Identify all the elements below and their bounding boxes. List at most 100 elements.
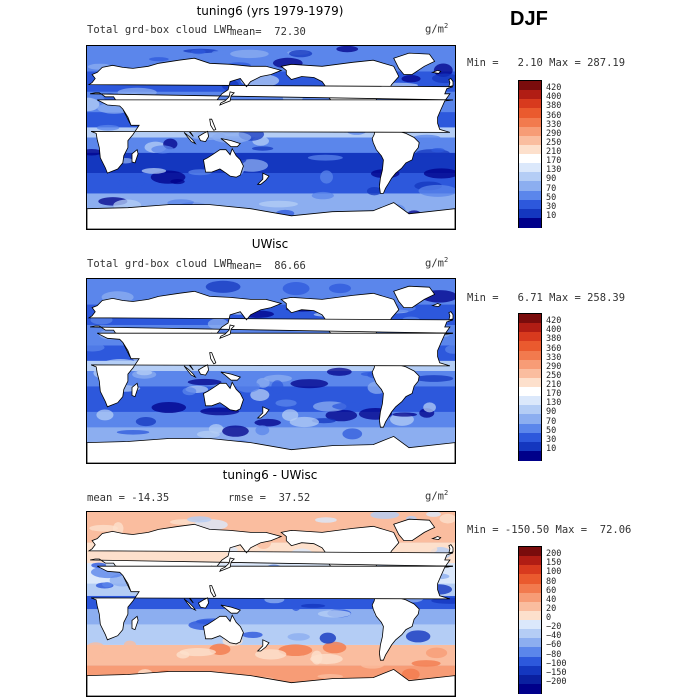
colorbar-swatch — [519, 208, 541, 219]
diff-patch — [187, 516, 212, 523]
colorbar-swatch — [519, 144, 541, 155]
colorbar-tick-label: 10 — [546, 210, 557, 221]
diff-patch — [311, 650, 323, 665]
land-greenland — [393, 52, 436, 75]
colorbar-tick-label: 200 — [546, 549, 562, 560]
land-phil — [209, 352, 217, 365]
lwp-band — [87, 152, 455, 174]
lwp-patch — [342, 428, 363, 440]
colorbar-tick-label: 70 — [546, 183, 557, 194]
diff-patch — [102, 581, 113, 588]
colorbar-swatch — [519, 199, 541, 210]
land-newguinea — [220, 371, 242, 381]
land-nz — [256, 406, 270, 419]
panel1-colorbar — [518, 80, 542, 228]
lwp-patch — [151, 145, 174, 154]
colorbar-tick-label: 130 — [546, 165, 562, 176]
diff-patch — [255, 649, 287, 660]
colorbar-swatch — [519, 99, 541, 109]
land-greenland — [393, 518, 436, 542]
colorbar-tick-label: 50 — [546, 192, 557, 203]
diff-band — [87, 624, 455, 645]
land-uk — [448, 311, 454, 321]
lwp-patch — [196, 430, 220, 438]
colorbar-tick-label: 50 — [546, 425, 557, 436]
colorbar-swatch — [519, 108, 541, 118]
colorbar-tick-label: −20 — [546, 622, 562, 633]
land-australia — [203, 614, 244, 645]
diff-patch — [426, 512, 441, 517]
diff-patch — [123, 640, 137, 650]
colorbar-tick-label: 330 — [546, 352, 562, 363]
diff-patch — [88, 647, 103, 659]
colorbar-tick-label: 30 — [546, 201, 557, 212]
diff-patch — [439, 513, 455, 524]
lwp-patch — [320, 170, 333, 184]
diff-patch — [411, 660, 441, 667]
lwp-patch — [212, 50, 229, 56]
lwp-patch — [401, 75, 421, 83]
land-iceland — [430, 69, 442, 74]
colorbar-tick-label: 250 — [546, 370, 562, 381]
lwp-patch — [296, 431, 321, 437]
lwp-patch — [254, 418, 281, 427]
colorbar-tick-label: 30 — [546, 434, 557, 445]
diff-patch — [415, 544, 438, 554]
land-borneo — [197, 597, 210, 609]
lwp-band — [87, 127, 455, 138]
colorbar-tick-label: 100 — [546, 567, 562, 578]
colorbar-tick-label: 90 — [546, 407, 557, 418]
panel2-colorbar — [518, 313, 542, 461]
land-phil — [209, 118, 217, 131]
colorbar-tick-label: 330 — [546, 119, 562, 130]
land-uk — [448, 77, 454, 88]
colorbar-swatch — [519, 117, 541, 128]
diff-patch — [405, 630, 431, 643]
colorbar-tick-label: 420 — [546, 83, 562, 94]
lwp-patch — [263, 374, 292, 383]
colorbar-swatch — [519, 359, 541, 370]
land-uk — [448, 544, 454, 554]
colorbar-tick-label: 0 — [546, 613, 552, 623]
colorbar-swatch — [519, 396, 541, 406]
land-phil — [209, 585, 217, 598]
diff-patch — [315, 517, 337, 523]
lwp-patch — [250, 389, 270, 401]
land-madagascar — [131, 615, 139, 631]
colorbar-swatch — [519, 190, 541, 201]
colorbar-swatch — [519, 172, 541, 182]
land-australia — [203, 147, 244, 178]
lwp-patch — [423, 168, 455, 179]
colorbar-tick-label: 90 — [546, 174, 557, 185]
lwp-patch — [325, 409, 358, 422]
lwp-patch — [136, 369, 153, 376]
colorbar-tick-label: 40 — [546, 594, 557, 605]
lwp-band — [87, 137, 455, 153]
colorbar-swatch — [519, 414, 541, 424]
diff-patch — [319, 632, 337, 644]
lwp-patch — [275, 399, 297, 407]
land-iceland — [431, 303, 442, 308]
lwp-patch — [170, 178, 185, 185]
lwp-patch — [149, 57, 169, 62]
diff-band — [87, 609, 455, 625]
colorbar-swatch — [519, 656, 541, 667]
colorbar-swatch — [519, 620, 541, 630]
panel2-title: UWisc — [251, 237, 289, 251]
lwp-patch — [255, 425, 270, 436]
diff-patch — [290, 596, 302, 611]
land-americasS — [371, 358, 420, 428]
panel3-title: tuning6 - UWisc — [222, 468, 318, 482]
panel2-minmax: Min = 6.71 Max = 258.39 — [467, 292, 626, 304]
land-greenland — [393, 285, 436, 309]
land-africa — [90, 332, 454, 408]
colorbar-tick-label: 20 — [546, 603, 557, 614]
lwp-patch — [182, 387, 197, 396]
land-borneo — [197, 364, 210, 376]
colorbar-swatch — [519, 583, 541, 594]
colorbar-swatch — [519, 441, 541, 452]
colorbar-swatch — [519, 377, 541, 388]
lwp-patch — [392, 412, 418, 417]
diff-patch — [89, 524, 119, 532]
land-japan — [219, 324, 235, 340]
